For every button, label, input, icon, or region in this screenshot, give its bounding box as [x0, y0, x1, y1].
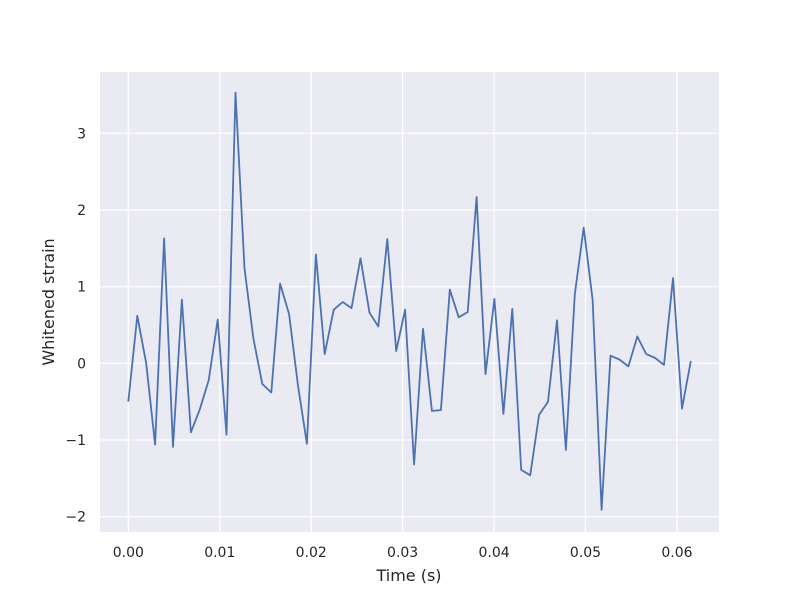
x-tick-label: 0.01: [204, 545, 235, 561]
x-tick-label: 0.03: [387, 545, 418, 561]
x-tick-label: 0.05: [570, 545, 601, 561]
x-tick-label: 0.06: [661, 545, 692, 561]
y-axis: −2 −1 0 1 2 3: [65, 126, 86, 525]
x-axis-label: Time (s): [375, 566, 441, 585]
series-layer: [127, 91, 692, 511]
y-tick-label: −2: [65, 510, 86, 526]
y-tick-label: 1: [77, 280, 86, 296]
y-tick-label: 2: [77, 203, 86, 219]
x-tick-label: 0.00: [113, 545, 144, 561]
x-tick-label: 0.02: [296, 545, 327, 561]
series-line: [127, 91, 692, 511]
y-axis-label: Whitened strain: [39, 238, 58, 365]
x-tick-label: 0.04: [478, 545, 509, 561]
y-tick-label: 0: [77, 356, 86, 372]
plot-area: [100, 72, 719, 532]
y-tick-label: −1: [65, 433, 86, 449]
y-tick-label: 3: [77, 126, 86, 142]
x-axis: 0.00 0.01 0.02 0.03 0.04 0.05 0.06: [113, 545, 693, 561]
